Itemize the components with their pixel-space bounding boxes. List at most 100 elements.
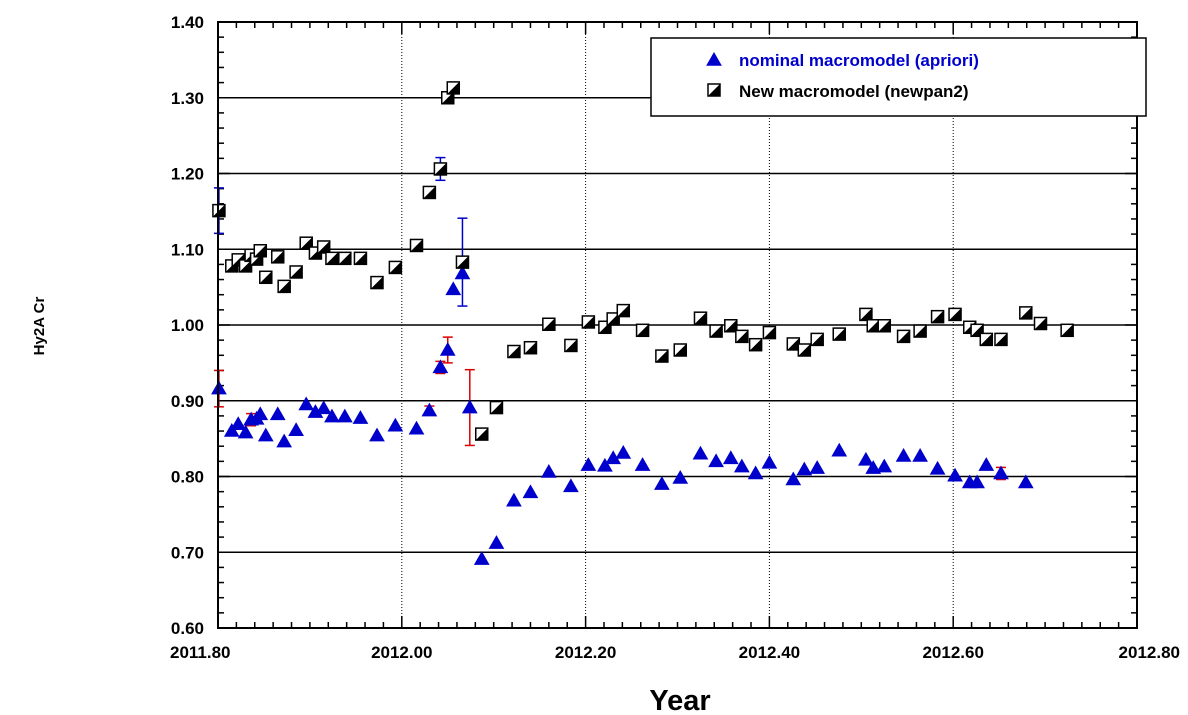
data-point-nominal xyxy=(446,282,460,294)
y-tick-label: 0.80 xyxy=(171,468,204,487)
data-point-nominal xyxy=(388,419,402,431)
y-tick-label: 1.20 xyxy=(171,165,204,184)
legend-square-icon xyxy=(708,84,720,96)
data-point-nominal xyxy=(913,449,927,461)
data-point-nominal xyxy=(370,429,384,441)
x-tick-label: 2012.60 xyxy=(922,643,983,662)
data-point-nominal xyxy=(271,407,285,419)
data-point-new xyxy=(995,333,1007,345)
data-point-nominal xyxy=(897,449,911,461)
data-point-new xyxy=(254,245,266,257)
data-point-new xyxy=(750,339,762,351)
data-point-new xyxy=(674,344,686,356)
data-point-nominal xyxy=(724,451,738,463)
data-point-new xyxy=(860,308,872,320)
legend-marker-new xyxy=(708,84,720,96)
data-point-nominal xyxy=(1019,476,1033,488)
data-point-nominal xyxy=(636,458,650,470)
data-point-nominal xyxy=(353,411,367,423)
data-point-nominal xyxy=(299,398,313,410)
data-point-nominal xyxy=(523,485,537,497)
y-tick-labels: 0.60 0.70 0.80 0.90 1.00 1.10 1.20 1.30 1.40 xyxy=(171,13,204,638)
data-point-new xyxy=(914,325,926,337)
data-point-nominal xyxy=(317,401,331,413)
data-point-new xyxy=(1035,317,1047,329)
data-point-nominal xyxy=(542,465,556,477)
data-point-nominal xyxy=(410,422,424,434)
data-point-new xyxy=(278,280,290,292)
data-point-new xyxy=(736,330,748,342)
y-tick-label: 1.40 xyxy=(171,13,204,32)
data-point-new xyxy=(326,252,338,264)
data-point-new xyxy=(490,402,502,414)
legend-box xyxy=(651,38,1146,116)
data-point-new xyxy=(949,308,961,320)
data-point-nominal xyxy=(441,343,455,355)
x-tick-label: 2012.00 xyxy=(371,643,432,662)
data-point-new xyxy=(447,82,459,94)
x-tick-label: 2011.80 xyxy=(170,643,231,662)
data-point-nominal xyxy=(655,477,669,489)
data-point-nominal xyxy=(709,454,723,466)
data-point-new xyxy=(371,277,383,289)
data-point-nominal xyxy=(338,410,352,422)
data-point-new xyxy=(318,241,330,253)
legend-label-nominal: nominal macromodel (apriori) xyxy=(739,51,979,70)
data-point-nominal xyxy=(931,462,945,474)
data-point-nominal xyxy=(948,469,962,481)
data-point-nominal xyxy=(289,423,303,435)
y-tick-label: 0.60 xyxy=(171,619,204,638)
y-tick-label: 1.10 xyxy=(171,240,204,259)
data-point-new xyxy=(798,344,810,356)
data-point-nominal xyxy=(810,461,824,473)
data-point-nominal xyxy=(463,401,477,413)
data-point-nominal xyxy=(277,435,291,447)
data-point-new xyxy=(423,186,435,198)
data-point-new xyxy=(656,350,668,362)
y-tick-label: 1.30 xyxy=(171,89,204,108)
data-point-new xyxy=(725,320,737,332)
x-axis-label: Year xyxy=(649,685,710,715)
data-point-new xyxy=(260,271,272,283)
data-point-new xyxy=(1061,324,1073,336)
data-point-new xyxy=(582,316,594,328)
y-tick-label: 0.90 xyxy=(171,392,204,411)
data-point-nominal xyxy=(616,446,630,458)
data-point-nominal xyxy=(979,458,993,470)
data-point-nominal xyxy=(475,552,489,564)
data-point-nominal xyxy=(564,479,578,491)
data-point-nominal xyxy=(749,466,763,478)
data-point-nominal xyxy=(507,494,521,506)
data-point-new xyxy=(543,318,555,330)
data-point-new xyxy=(763,327,775,339)
data-point-new xyxy=(980,333,992,345)
x-tick-label: 2012.20 xyxy=(555,643,616,662)
data-point-new xyxy=(434,163,446,175)
data-point-nominal xyxy=(231,417,245,429)
x-tick-label: 2012.40 xyxy=(739,643,800,662)
data-point-new xyxy=(476,428,488,440)
data-point-new xyxy=(354,252,366,264)
data-point-nominal xyxy=(797,463,811,475)
data-point-new xyxy=(339,252,351,264)
data-point-nominal xyxy=(489,536,503,548)
data-point-new xyxy=(508,346,520,358)
data-point-new xyxy=(456,256,468,268)
data-point-new xyxy=(1020,307,1032,319)
data-point-new xyxy=(694,312,706,324)
x-tick-labels: 2011.80 2012.00 2012.20 2012.40 2012.60 2012.… xyxy=(170,643,1180,662)
data-point-nominal xyxy=(693,447,707,459)
data-point-nominal xyxy=(259,429,273,441)
data-point-nominal xyxy=(994,466,1008,478)
data-point-new xyxy=(524,342,536,354)
data-point-new xyxy=(617,305,629,317)
data-point-new xyxy=(411,239,423,251)
data-point-new xyxy=(272,251,284,263)
data-point-nominal xyxy=(832,444,846,456)
data-point-new xyxy=(932,311,944,323)
data-point-new xyxy=(389,261,401,273)
y-tick-label: 0.70 xyxy=(171,543,204,562)
data-point-nominal xyxy=(762,456,776,468)
data-point-new xyxy=(787,338,799,350)
